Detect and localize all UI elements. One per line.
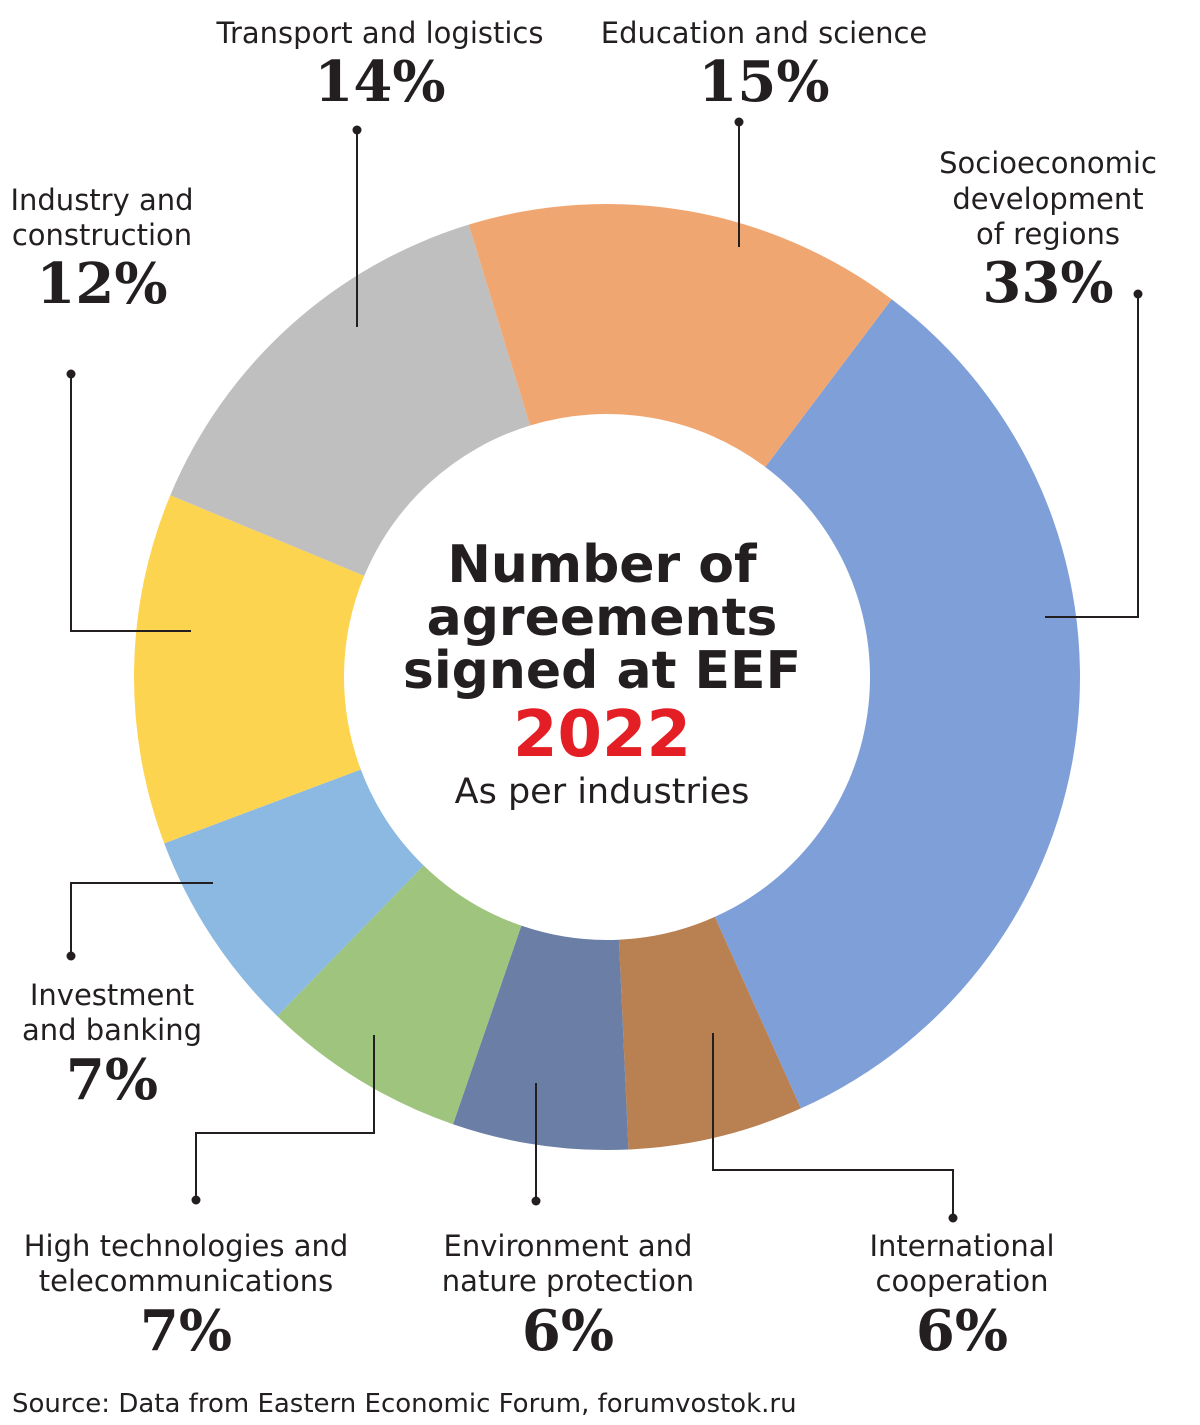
slice-label-2-line-1: nature protection (442, 1264, 694, 1298)
center-title: Number of agreements signed at EEF 2022 … (403, 535, 801, 812)
slice-label-2-line-0: Environment and (444, 1229, 693, 1263)
slice-label-5-line-1: construction (12, 218, 192, 252)
leader-dot-2 (531, 1196, 541, 1206)
slice-3 (277, 865, 522, 1125)
leader-line-0 (1045, 294, 1139, 618)
leader-dot-4 (66, 951, 76, 961)
leader-dot-1 (948, 1213, 958, 1223)
leader-dot-7 (734, 117, 744, 127)
slice-value-1: 6% (916, 1298, 1008, 1364)
slice-label-6-line-0: Transport and logistics (216, 16, 544, 50)
leader-dot-0 (1133, 289, 1143, 299)
leader-dot-6 (352, 125, 362, 135)
slice-value-6: 14% (314, 49, 445, 115)
slice-label-4-line-1: and banking (22, 1013, 202, 1047)
slice-1 (618, 916, 801, 1150)
slice-value-4: 7% (66, 1047, 158, 1113)
center-title-line-2: agreements (427, 588, 778, 648)
leader-dot-3 (191, 1195, 201, 1205)
center-year: 2022 (513, 698, 691, 772)
center-title-line-1: Number of (447, 535, 758, 595)
leader-lines (66, 117, 1143, 1223)
leader-dot-5 (66, 369, 76, 379)
slice-label-3-line-1: telecommunications (39, 1264, 334, 1298)
slice-label-3-line-0: High technologies and (24, 1229, 349, 1263)
slice-label-0-line-2: of regions (976, 217, 1120, 251)
slice-label-5-line-0: Industry and (10, 183, 193, 217)
slice-2 (453, 925, 629, 1151)
slice-value-7: 15% (698, 49, 829, 115)
center-title-line-3: signed at EEF (403, 641, 801, 701)
slice-0 (714, 299, 1080, 1109)
source-note: Source: Data from Eastern Economic Forum… (12, 1389, 797, 1419)
slice-label-0-line-1: development (952, 182, 1143, 216)
slice-value-5: 12% (36, 251, 167, 317)
slice-label-0-line-0: Socioeconomic (939, 146, 1157, 180)
slice-label-1-line-0: International (869, 1229, 1054, 1263)
slice-label-4-line-0: Investment (30, 978, 194, 1012)
slice-5 (134, 495, 365, 844)
slice-label-1-line-1: cooperation (876, 1264, 1049, 1298)
slices-group (134, 203, 1080, 1151)
slice-value-0: 33% (982, 250, 1113, 316)
leader-line-4 (70, 882, 213, 956)
slice-value-2: 6% (522, 1298, 614, 1364)
slice-label-7-line-0: Education and science (601, 16, 928, 50)
leader-line-1 (712, 1033, 954, 1218)
leader-line-5 (70, 374, 191, 632)
slice-7 (468, 203, 892, 467)
slice-value-3: 7% (140, 1298, 232, 1364)
slice-6 (170, 224, 531, 576)
leader-line-3 (195, 1035, 375, 1200)
center-subtitle: As per industries (455, 772, 750, 812)
slice-4 (164, 769, 424, 1017)
